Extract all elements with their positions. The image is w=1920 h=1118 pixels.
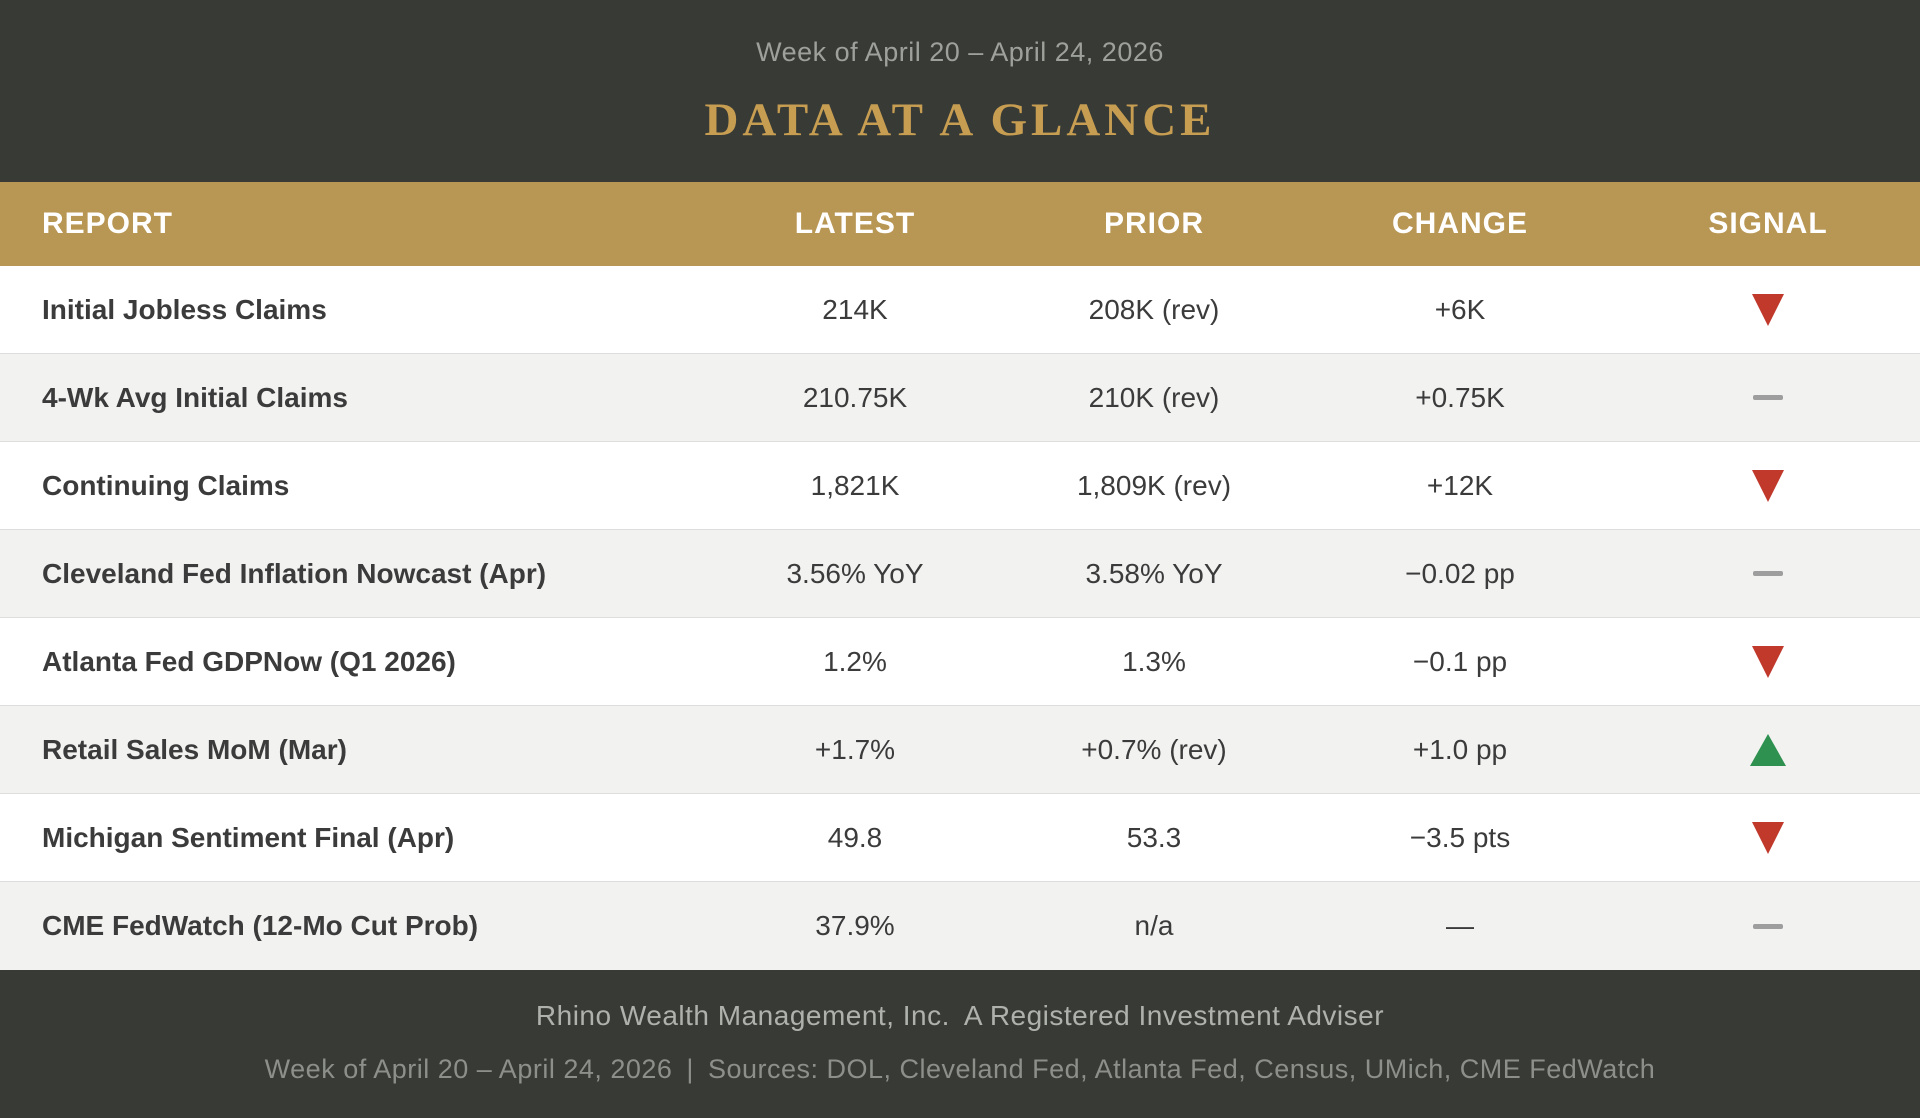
signal-icon [1752,821,1784,854]
table-header-row: REPORT LATEST PRIOR CHANGE SIGNAL [0,182,1920,266]
firm-tagline: A Registered Investment Adviser [963,1000,1385,1031]
change-value: +1.0 pp [1412,733,1508,765]
prior-value: +0.7% (rev) [1081,733,1227,765]
signal-cell [1616,821,1920,854]
table-row: 4-Wk Avg Initial Claims 210.75K 210K (re… [0,354,1920,442]
signal-cell [1616,645,1920,678]
prior-value: 53.3 [1126,821,1182,853]
column-header-signal: SIGNAL [1708,207,1828,240]
prior-value: 3.58% YoY [1085,557,1223,589]
data-table: REPORT LATEST PRIOR CHANGE SIGNAL Initia… [0,182,1920,970]
table-row: Continuing Claims 1,821K 1,809K (rev) +1… [0,442,1920,530]
signal-icon [1753,571,1783,576]
footer-divider: | [686,1054,694,1084]
report-name: Retail Sales MoM (Mar) [42,733,347,765]
table-row: Cleveland Fed Inflation Nowcast (Apr) 3.… [0,530,1920,618]
signal-cell [1616,571,1920,576]
change-value: +12K [1426,469,1494,501]
signal-cell [1616,923,1920,929]
latest-value: 49.8 [827,821,883,853]
table-row: Retail Sales MoM (Mar) +1.7% +0.7% (rev)… [0,706,1920,794]
change-value: +6K [1434,293,1486,325]
latest-value: 214K [822,293,888,325]
week-subtitle: Week of April 20 – April 24, 2026 [756,37,1164,67]
column-header-report: REPORT [42,207,174,240]
table-row: Michigan Sentiment Final (Apr) 49.8 53.3… [0,794,1920,882]
firm-name: Rhino Wealth Management, Inc. [535,1000,950,1031]
prior-value: 210K (rev) [1088,381,1220,413]
prior-value: 208K (rev) [1088,293,1220,325]
prior-value: 1,809K (rev) [1076,469,1232,501]
footer-week: Week of April 20 – April 24, 2026 [264,1054,673,1084]
signal-icon [1752,469,1784,502]
change-value: −0.02 pp [1405,557,1515,589]
latest-value: +1.7% [814,733,896,765]
top-banner: Week of April 20 – April 24, 2026 DATA A… [0,0,1920,182]
report-name: CME FedWatch (12-Mo Cut Prob) [42,910,479,941]
footer-sources: Sources: DOL, Cleveland Fed, Atlanta Fed… [707,1054,1656,1084]
change-value: −3.5 pts [1409,821,1511,853]
latest-value: 1.2% [823,645,887,677]
signal-icon [1750,733,1786,766]
footer: Rhino Wealth Management, Inc. A Registere… [0,970,1920,1118]
signal-cell [1616,395,1920,400]
signal-icon [1753,395,1783,400]
table-row: CME FedWatch (12-Mo Cut Prob) 37.9% n/a … [0,882,1920,970]
change-value: +0.75K [1415,381,1505,413]
page-title: DATA AT A GLANCE [704,94,1216,146]
latest-value: 37.9% [815,910,895,941]
latest-value: 3.56% YoY [786,557,924,589]
signal-cell [1616,469,1920,502]
column-header-prior: PRIOR [1103,207,1204,240]
report-name: Atlanta Fed GDPNow (Q1 2026) [42,645,456,677]
report-name: Continuing Claims [42,469,290,501]
change-value: −0.1 pp [1412,645,1508,677]
latest-value: 1,821K [810,469,900,501]
column-header-change: CHANGE [1391,207,1528,240]
report-name: Cleveland Fed Inflation Nowcast (Apr) [42,557,547,589]
table-row: Atlanta Fed GDPNow (Q1 2026) 1.2% 1.3% −… [0,618,1920,706]
signal-cell [1616,733,1920,766]
report-name: 4-Wk Avg Initial Claims [42,381,348,413]
footer-firm-line: Rhino Wealth Management, Inc. A Registere… [536,998,1384,1034]
signal-icon [1753,923,1783,929]
report-name: Initial Jobless Claims [42,293,327,325]
signal-cell [1616,293,1920,326]
change-value: — [1446,910,1474,941]
table-row: Initial Jobless Claims 214K 208K (rev) +… [0,266,1920,354]
signal-icon [1752,645,1784,678]
signal-icon [1752,293,1784,326]
report-name: Michigan Sentiment Final (Apr) [42,821,455,853]
footer-sources-line: Week of April 20 – April 24, 2026 | Source… [265,1051,1656,1087]
prior-value: n/a [1134,910,1174,941]
column-header-latest: LATEST [794,207,916,240]
prior-value: 1.3% [1122,645,1186,677]
latest-value: 210.75K [802,381,908,413]
